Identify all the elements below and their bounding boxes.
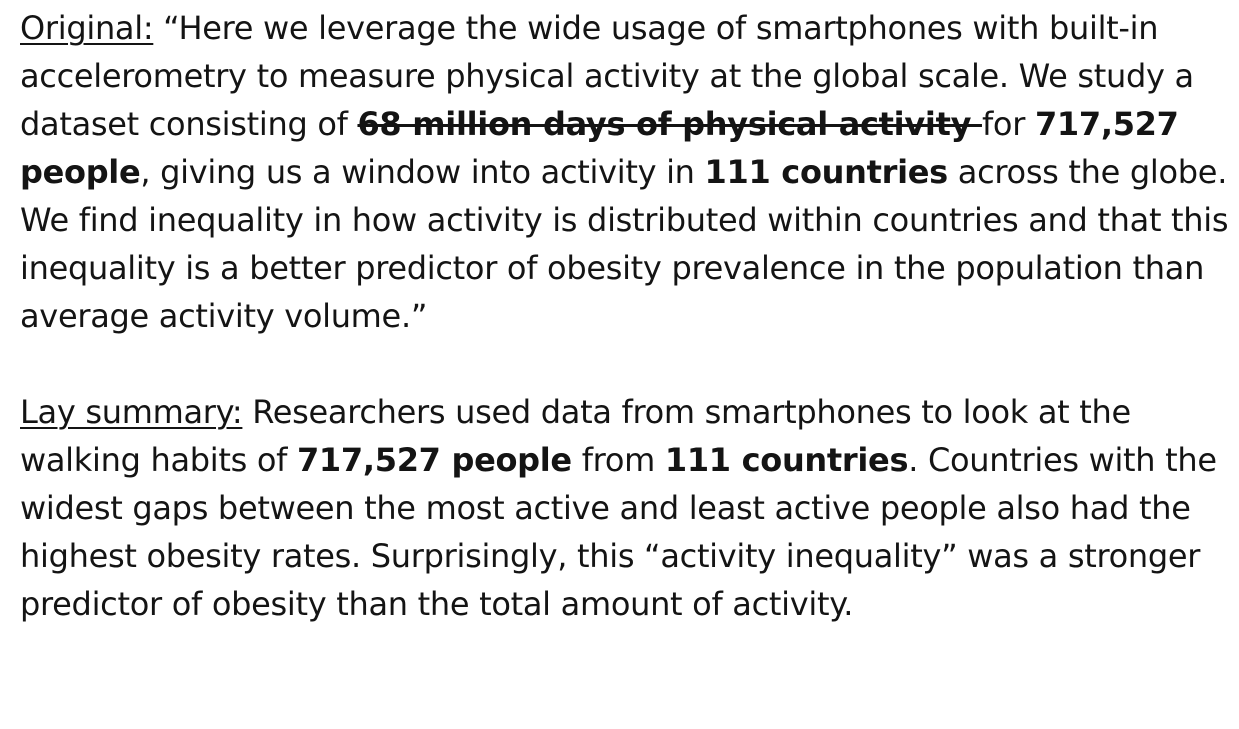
lay-people-count: 717,527 people: [296, 441, 572, 479]
lay-summary-text-1: Researchers used data from smartphones t…: [20, 393, 1131, 479]
lay-country-count: 111 countries: [664, 441, 909, 479]
original-text-3: , giving us a window into activity in: [140, 153, 705, 191]
original-label: Original:: [20, 9, 154, 47]
original-quote-paragraph: Original: “Here we leverage the wide usa…: [20, 4, 1230, 340]
lay-summary-text-3: . Countries with the widest gaps between…: [20, 441, 1217, 623]
people-count: 717,527 people: [20, 105, 1179, 191]
original-text-1: “Here we leverage the wide usage of smar…: [20, 9, 1194, 143]
original-text-4: across the globe. We find inequality in …: [20, 153, 1229, 335]
country-count: 111 countries: [704, 153, 949, 191]
original-text-2: for: [981, 105, 1035, 143]
slide-content: Original: “Here we leverage the wide usa…: [20, 4, 1230, 628]
paragraph-spacer: [20, 340, 1230, 388]
lay-summary-paragraph: Lay summary: Researchers used data from …: [20, 388, 1230, 628]
lay-summary-label: Lay summary:: [20, 393, 243, 431]
lay-summary-text-2: from: [571, 441, 665, 479]
struck-phrase: 68 million days of physical activity: [357, 105, 982, 143]
